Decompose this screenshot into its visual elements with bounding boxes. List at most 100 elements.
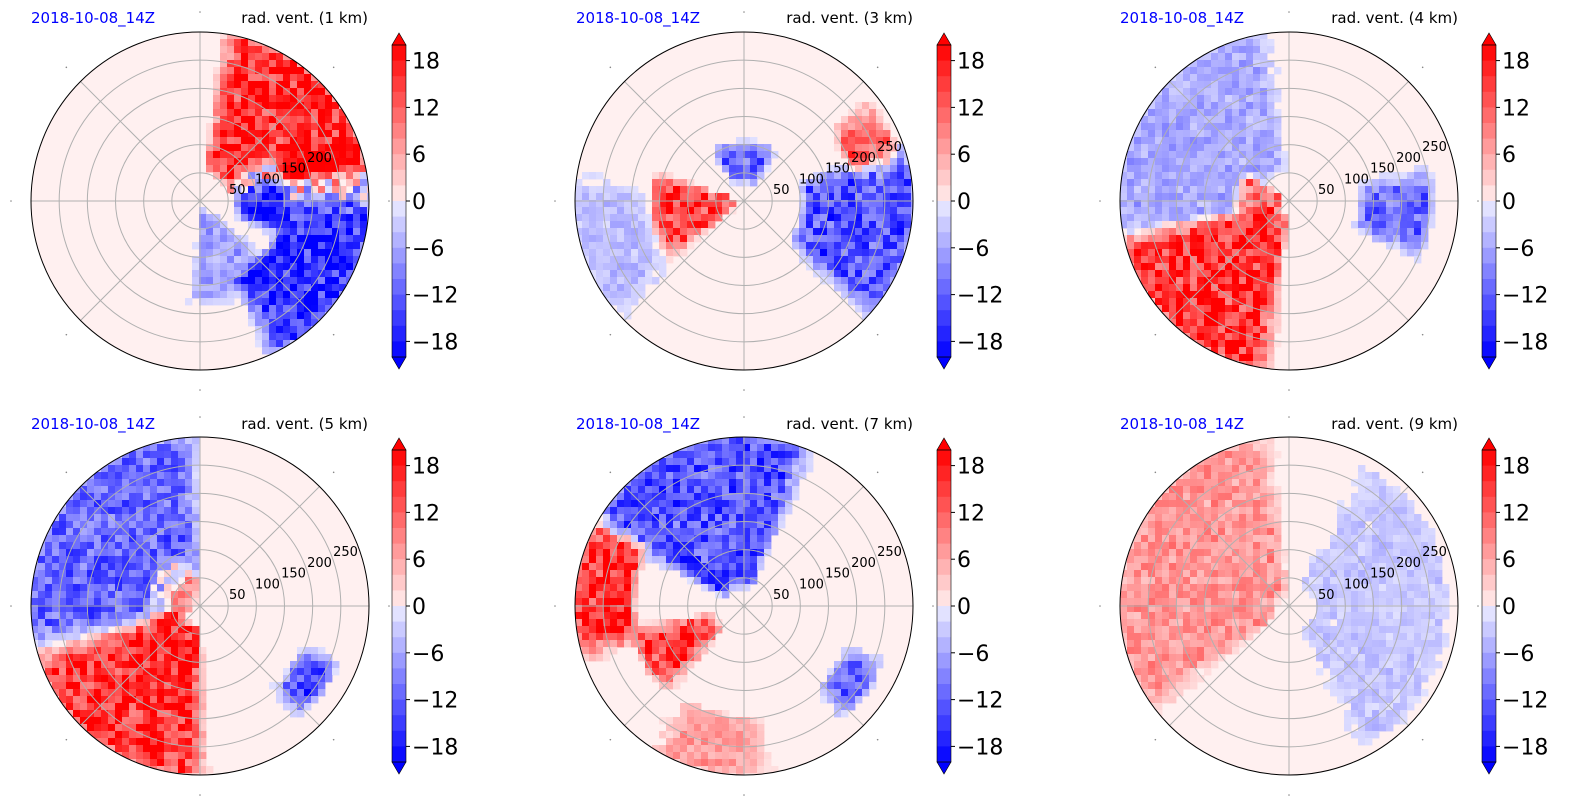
field-cell <box>108 640 116 648</box>
field-cell <box>848 696 856 704</box>
field-cell <box>638 270 646 278</box>
field-cell <box>248 46 256 54</box>
field-cell <box>262 67 270 75</box>
field-cell <box>1176 472 1184 480</box>
field-cell <box>652 465 660 473</box>
field-cell <box>736 458 744 466</box>
field-cell <box>1267 235 1275 243</box>
field-cell <box>87 696 95 704</box>
field-cell <box>1148 256 1156 264</box>
field-cell <box>136 738 144 746</box>
field-cell <box>150 479 158 487</box>
field-cell <box>869 123 877 131</box>
field-cell <box>1204 319 1212 327</box>
field-cell <box>687 451 695 459</box>
panel-1-date: 2018-10-08_14Z <box>31 9 155 28</box>
field-cell <box>171 689 179 697</box>
field-cell <box>715 766 723 774</box>
colorbar-tick-label: 18 <box>957 455 985 480</box>
field-cell <box>290 172 298 180</box>
field-cell <box>862 186 870 194</box>
field-cell <box>736 165 744 173</box>
field-cell <box>1246 472 1254 480</box>
field-cell <box>708 207 716 215</box>
field-cell <box>645 521 653 529</box>
field-cell <box>841 682 849 690</box>
field-cell <box>1232 451 1240 459</box>
field-cell <box>80 710 88 718</box>
field-cell <box>1246 451 1254 459</box>
field-cell <box>311 277 319 285</box>
field-cell <box>610 647 618 655</box>
field-cell <box>638 249 646 257</box>
field-cell <box>862 298 870 306</box>
field-cell <box>1183 137 1191 145</box>
field-cell <box>1148 235 1156 243</box>
field-cell <box>799 214 807 222</box>
field-cell <box>1372 472 1380 480</box>
field-cell <box>283 277 291 285</box>
field-cell <box>122 542 130 550</box>
field-cell <box>1232 109 1240 117</box>
field-cell <box>73 696 81 704</box>
field-cell <box>582 214 590 222</box>
field-cell <box>834 249 842 257</box>
field-cell <box>108 472 116 480</box>
field-cell <box>38 598 46 606</box>
field-cell <box>897 221 905 229</box>
field-cell <box>1204 179 1212 187</box>
field-cell <box>339 270 347 278</box>
field-cell <box>1365 500 1373 508</box>
field-cell <box>645 493 653 501</box>
field-cell <box>45 563 53 571</box>
grid-spoke <box>80 486 201 607</box>
field-cell <box>1211 507 1219 515</box>
field-cell <box>115 542 123 550</box>
field-cell <box>164 696 172 704</box>
field-cell <box>610 577 618 585</box>
field-cell <box>199 759 207 767</box>
field-cell <box>311 675 319 683</box>
field-cell <box>150 689 158 697</box>
field-cell <box>729 731 737 739</box>
field-cell <box>38 584 46 592</box>
field-cell <box>1274 340 1282 348</box>
field-cell <box>792 242 800 250</box>
field-cell <box>290 186 298 194</box>
field-cell <box>297 74 305 82</box>
field-cell <box>589 584 597 592</box>
field-cell <box>1197 165 1205 173</box>
field-cell <box>73 612 81 620</box>
field-cell <box>722 444 730 452</box>
field-cell <box>638 193 646 201</box>
field-cell <box>743 179 751 187</box>
field-cell <box>297 130 305 138</box>
field-cell <box>1246 67 1254 75</box>
field-cell <box>1183 186 1191 194</box>
field-cell <box>353 235 361 243</box>
colorbar-extend-max <box>391 437 407 451</box>
field-cell <box>1274 305 1282 313</box>
field-cell <box>283 151 291 159</box>
field-cell <box>1260 214 1268 222</box>
angle-tick-mark <box>199 389 201 391</box>
field-cell <box>701 500 709 508</box>
field-cell <box>192 703 200 711</box>
field-cell <box>1141 179 1149 187</box>
field-cell <box>241 179 249 187</box>
field-cell <box>610 584 618 592</box>
field-cell <box>185 584 193 592</box>
field-cell <box>1372 235 1380 243</box>
colorbar-band <box>392 325 406 342</box>
field-cell <box>596 242 604 250</box>
field-cell <box>1218 465 1226 473</box>
field-cell <box>31 633 39 641</box>
field-cell <box>66 605 74 613</box>
field-cell <box>771 766 779 774</box>
field-cell <box>45 654 53 662</box>
field-cell <box>575 626 583 634</box>
field-cell <box>241 291 249 299</box>
field-cell <box>234 46 242 54</box>
field-cell <box>904 221 912 229</box>
field-cell <box>729 752 737 760</box>
